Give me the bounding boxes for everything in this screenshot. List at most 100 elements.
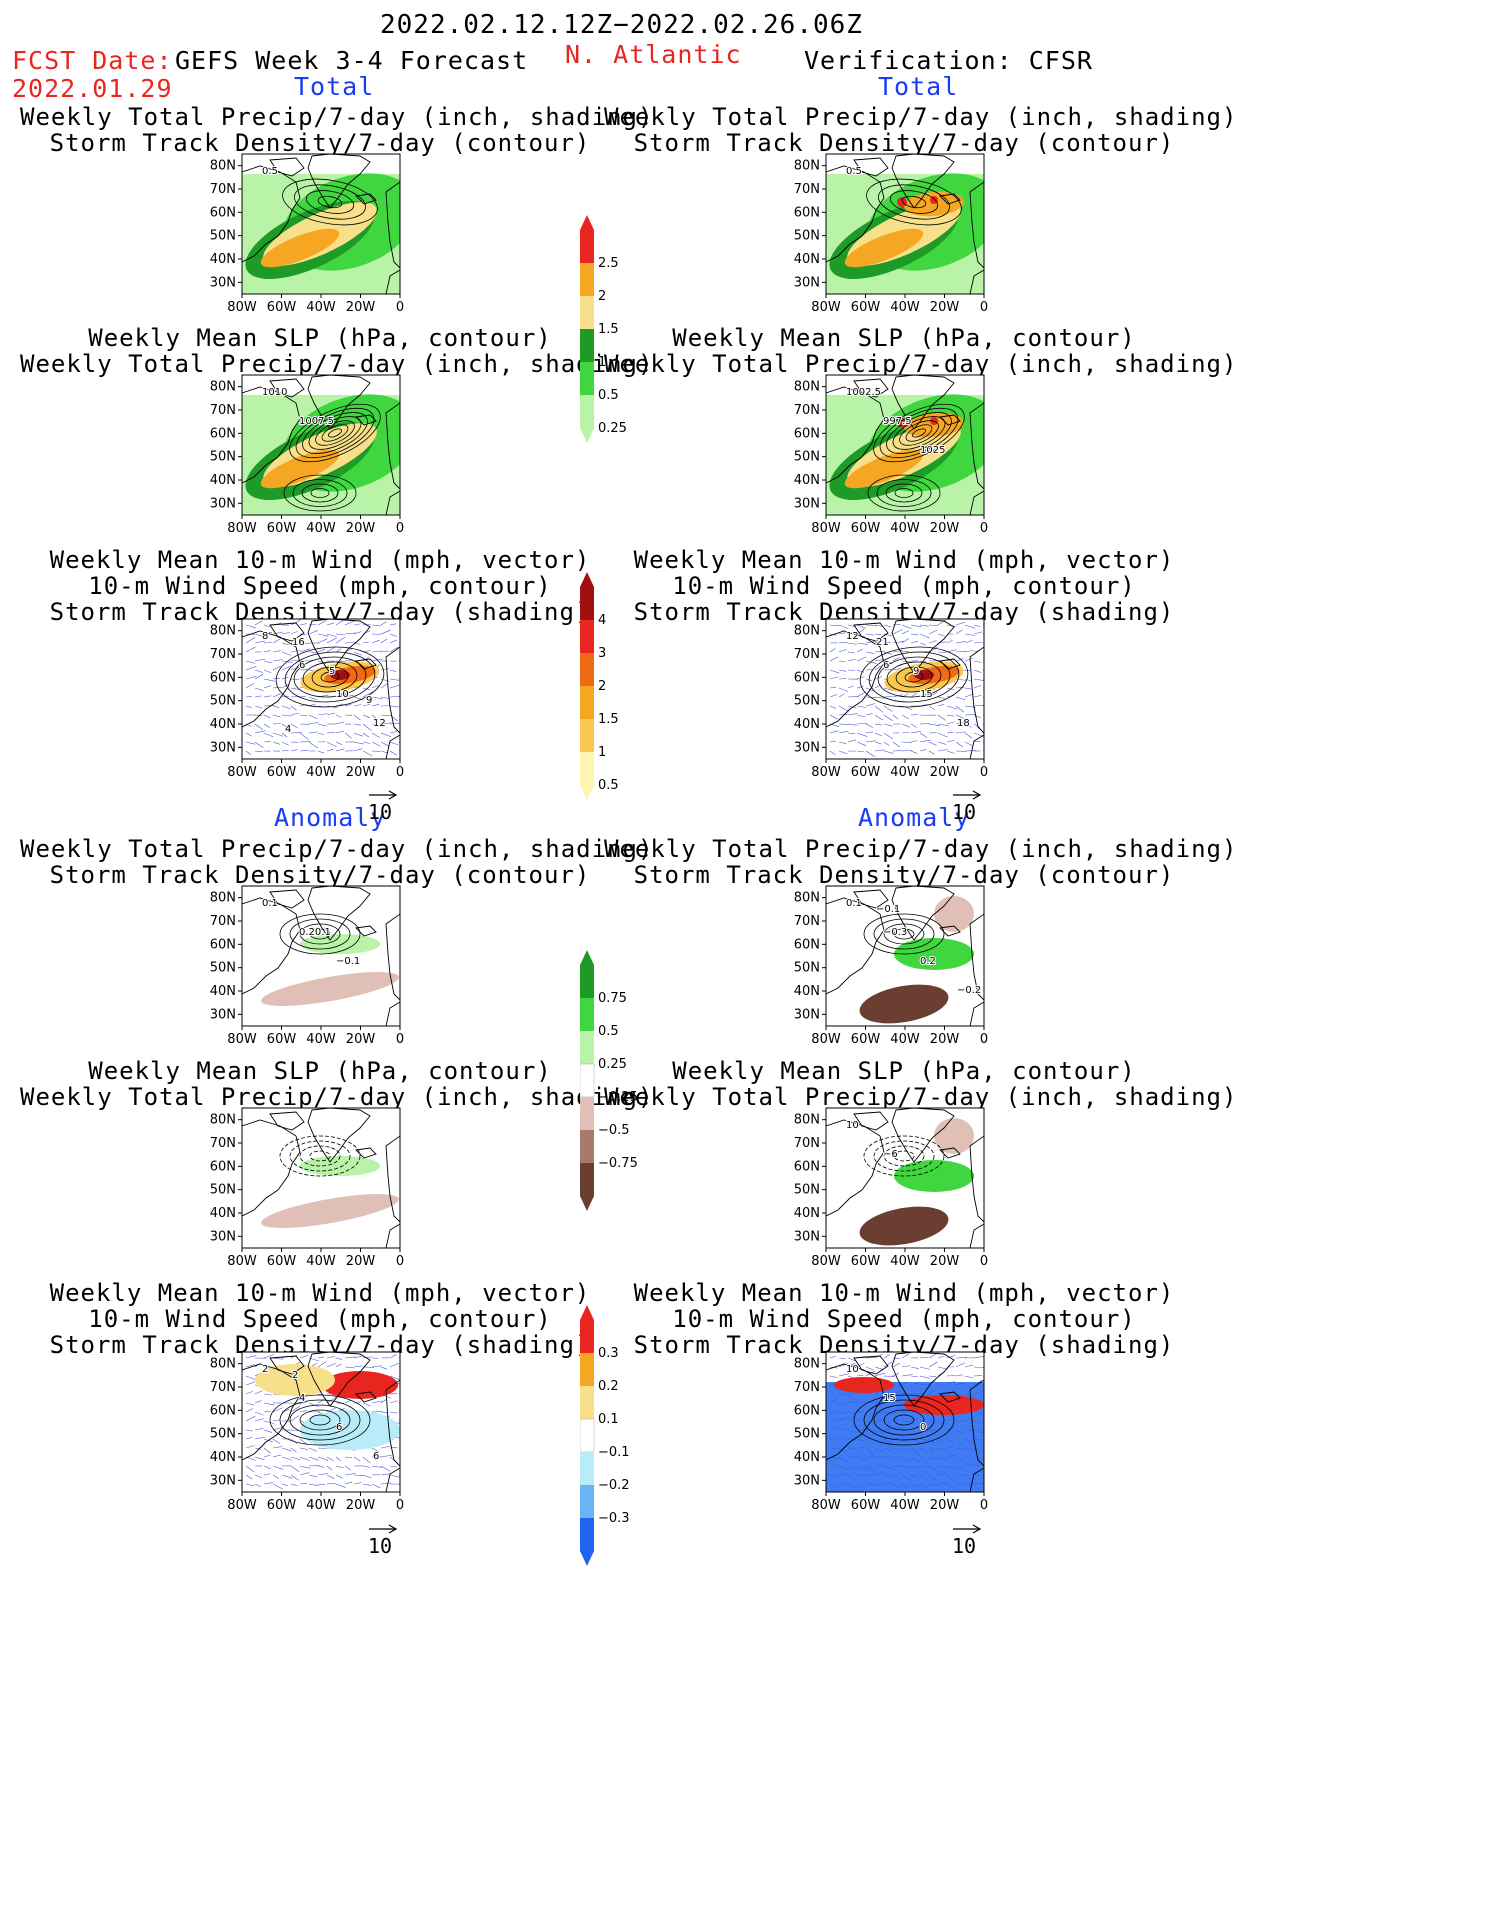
colorbar-segment bbox=[580, 965, 594, 998]
wind-vector bbox=[362, 741, 371, 744]
wind-vector bbox=[389, 633, 398, 637]
wind-vector bbox=[245, 666, 257, 671]
wind-vector bbox=[263, 1429, 273, 1433]
wind-vector bbox=[308, 731, 318, 734]
wind-vector bbox=[263, 660, 272, 664]
wind-vector bbox=[847, 732, 855, 734]
lon-label: 20W bbox=[346, 1498, 376, 1513]
contour-label: 15 bbox=[883, 1393, 896, 1404]
map-r5-left: 80N 70N 60N 50N 40N 30N 80W 60W 40W 20W 0 bbox=[200, 1106, 410, 1274]
lat-label: 60N bbox=[210, 426, 236, 441]
wind-vector bbox=[901, 750, 913, 752]
wind-vector bbox=[982, 642, 984, 644]
wind-vector bbox=[856, 750, 864, 753]
colorbar-segment bbox=[580, 587, 594, 620]
wind-vector bbox=[865, 703, 875, 707]
lon-label: 60W bbox=[851, 1498, 881, 1513]
contour-label: 9 bbox=[366, 695, 372, 706]
wind-vector bbox=[874, 714, 884, 721]
lat-label: 70N bbox=[210, 647, 236, 662]
map-r2-left: 80N 70N 60N 50N 40N 30N 80W 60W 40W 20W 0 1010 1007.… bbox=[200, 373, 410, 541]
map-r5-right: 80N 70N 60N 50N 40N 30N 80W 60W 40W 20W 0 10 −6 bbox=[784, 1106, 994, 1274]
slp-contour bbox=[295, 407, 375, 459]
speed-contour bbox=[895, 666, 933, 688]
map-r4-left: 80N 70N 60N 50N 40N 30N 80W 60W 40W 20W 0 0.1 0.20.1… bbox=[200, 884, 410, 1052]
anom-contour bbox=[279, 913, 361, 955]
wind-vector bbox=[389, 1375, 400, 1381]
wind-vector bbox=[883, 741, 890, 746]
lon-label: 60W bbox=[267, 300, 297, 315]
wind-vector bbox=[955, 696, 966, 701]
wind-vector bbox=[389, 1393, 398, 1395]
title-r5-right: Weekly Mean SLP (hPa, contour) Weekly To… bbox=[604, 1058, 1236, 1110]
wind-vector bbox=[937, 651, 947, 654]
contour-label: 4 bbox=[299, 1393, 305, 1404]
wind-vector bbox=[263, 669, 272, 674]
colorbar-svg: 2.5 2 1.5 1 0.5 0.25 bbox=[580, 215, 627, 443]
title-r6-left: Weekly Mean 10-m Wind (mph, vector) 10-m… bbox=[20, 1280, 620, 1358]
wind-vector bbox=[928, 723, 940, 726]
wind-vector bbox=[910, 692, 917, 698]
wind-vector bbox=[838, 730, 849, 734]
wind-vector bbox=[964, 678, 972, 682]
lat-label: 40N bbox=[210, 984, 236, 999]
wind-vector bbox=[317, 732, 325, 735]
shade-red bbox=[930, 196, 938, 204]
wind-vector bbox=[829, 686, 837, 689]
colorbar-label: 0.5 bbox=[598, 778, 619, 793]
coastline-baffin bbox=[853, 378, 889, 398]
wind-vector bbox=[272, 732, 284, 737]
lon-label: 0 bbox=[396, 300, 404, 315]
lat-label: 40N bbox=[794, 252, 820, 267]
wind-vector bbox=[380, 1445, 391, 1449]
vector-ref-label: 10 bbox=[952, 800, 977, 824]
wind-vector bbox=[326, 622, 335, 626]
wind-vector bbox=[892, 629, 903, 635]
wind-vector bbox=[829, 656, 839, 662]
wind-vector bbox=[964, 1375, 974, 1379]
wind-vector bbox=[883, 723, 893, 727]
lon-label: 80W bbox=[811, 521, 841, 536]
wind-vector bbox=[263, 1465, 271, 1470]
wind-vector bbox=[389, 623, 397, 626]
wind-vector bbox=[290, 1402, 302, 1405]
wind-vector bbox=[856, 692, 865, 698]
map-svg: 80N 70N 60N 50N 40N 30N 80W 60W 40W 20W 0 1010 1007.… bbox=[210, 374, 404, 536]
lon-label: 0 bbox=[980, 1254, 988, 1269]
contour-label: 8 bbox=[262, 631, 268, 642]
wind-vector bbox=[937, 1355, 945, 1359]
wind-vector bbox=[901, 723, 911, 728]
wind-vector bbox=[317, 633, 329, 637]
coastline-africa bbox=[969, 1467, 984, 1492]
contour-label: 1025 bbox=[920, 445, 945, 456]
lat-label: 60N bbox=[794, 1403, 820, 1418]
colorbar-triangle-top bbox=[580, 1305, 594, 1320]
shade-none-north bbox=[242, 154, 400, 172]
wind-vector bbox=[245, 1355, 257, 1359]
contour-label: 0.5 bbox=[262, 166, 278, 177]
wind-vector bbox=[380, 1482, 392, 1485]
contour-label: 4 bbox=[285, 724, 291, 735]
fcst-date: 2022.01.29 bbox=[12, 74, 173, 103]
wind-vector bbox=[892, 668, 901, 671]
period-title: 2022.02.12.12Z−2022.02.26.06Z bbox=[380, 10, 863, 40]
coastlines bbox=[242, 375, 400, 515]
wind-vector bbox=[272, 686, 282, 689]
title-r3-right: Weekly Mean 10-m Wind (mph, vector) 10-m… bbox=[604, 547, 1204, 625]
wind-vector bbox=[290, 1483, 298, 1486]
map-content bbox=[826, 375, 984, 515]
coastlines bbox=[242, 619, 400, 759]
title-line: Weekly Mean SLP (hPa, contour) bbox=[88, 1057, 552, 1085]
title-line: Weekly Total Precip/7-day (inch, shading… bbox=[604, 835, 1238, 863]
wind-vector bbox=[308, 721, 319, 725]
title-line: Weekly Mean SLP (hPa, contour) bbox=[672, 324, 1136, 352]
wind-vector bbox=[362, 1483, 371, 1486]
wind-vector bbox=[371, 684, 379, 689]
wind-vector bbox=[865, 660, 877, 664]
anom-contour bbox=[873, 918, 935, 950]
contour-label: −0.1 bbox=[876, 904, 900, 915]
wind-vector bbox=[290, 749, 298, 752]
wind-vector bbox=[946, 739, 955, 743]
wind-vector bbox=[964, 624, 976, 629]
wind-vector bbox=[245, 1408, 254, 1413]
